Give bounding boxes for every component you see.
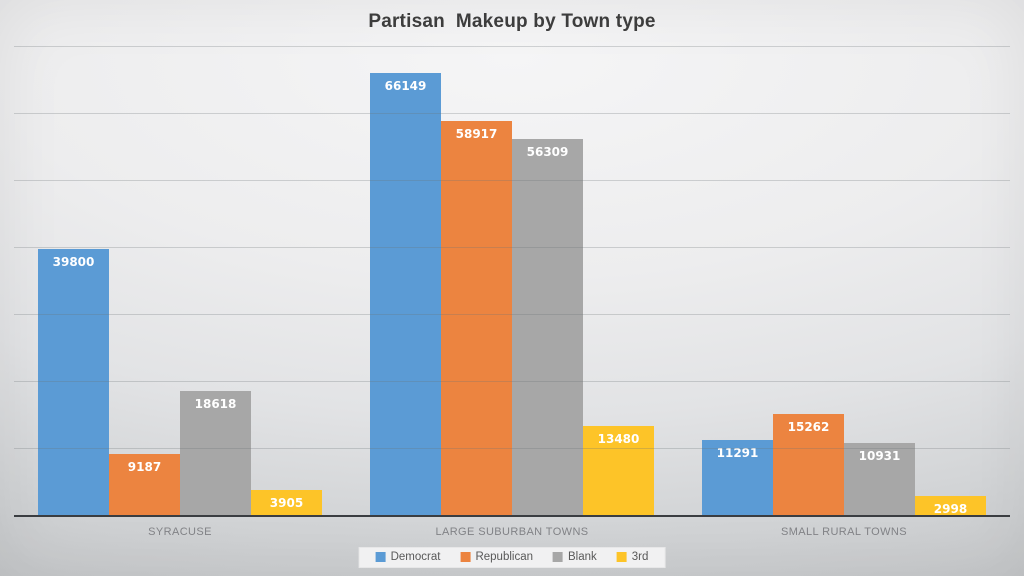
bar-value-label: 58917 bbox=[455, 127, 498, 142]
legend-swatch-icon bbox=[553, 552, 563, 562]
bar-group-1: 39800 9187 18618 3905 bbox=[14, 47, 346, 516]
legend-swatch-icon bbox=[460, 552, 471, 562]
bar-value-label: 13480 bbox=[597, 431, 640, 446]
bar-democrat-3: 11291 bbox=[702, 440, 773, 516]
bar-value-label: 3905 bbox=[269, 495, 304, 510]
bar-democrat-2: 66149 bbox=[370, 72, 441, 516]
bar-democrat-1: 39800 bbox=[38, 249, 109, 516]
bar-3rd-1: 3905 bbox=[251, 489, 322, 516]
legend-label: Blank bbox=[568, 551, 597, 563]
legend-item-3rd: 3rd bbox=[616, 551, 649, 563]
legend-item-blank: Blank bbox=[553, 551, 597, 563]
bar-republican-3: 15262 bbox=[773, 413, 844, 516]
category-label-2: LARGE SUBURBAN TOWNS bbox=[435, 526, 589, 538]
bar-value-label: 9187 bbox=[127, 460, 162, 475]
bar-value-label: 15262 bbox=[787, 419, 830, 434]
bar-value-label: 18618 bbox=[194, 397, 237, 412]
legend: Democrat Republican Blank 3rd bbox=[358, 547, 666, 568]
bar-group-3: 11291 15262 10931 2998 bbox=[678, 47, 1010, 516]
bar-blank-1: 18618 bbox=[180, 391, 251, 516]
bar-republican-2: 58917 bbox=[441, 121, 512, 516]
bar-blank-3: 10931 bbox=[844, 442, 915, 516]
legend-label: 3rd bbox=[631, 551, 649, 563]
legend-swatch-icon bbox=[375, 552, 386, 562]
bar-value-label: 11291 bbox=[716, 446, 759, 461]
bar-group-2: 66149 58917 56309 13480 bbox=[346, 47, 678, 516]
x-axis-line bbox=[14, 515, 1010, 517]
bar-3rd-3: 2998 bbox=[915, 495, 986, 516]
bar-value-label: 2998 bbox=[933, 501, 968, 516]
bar-3rd-2: 13480 bbox=[583, 425, 654, 516]
plot-area: 39800 9187 18618 3905 66149 58917 56309 13480 11… bbox=[14, 46, 1010, 517]
bar-value-label: 66149 bbox=[384, 78, 427, 93]
legend-label: Republican bbox=[475, 551, 533, 563]
category-label-3: SMALL RURAL TOWNS bbox=[781, 526, 907, 538]
bar-value-label: 56309 bbox=[526, 144, 569, 159]
bar-blank-2: 56309 bbox=[512, 138, 583, 516]
legend-swatch-icon bbox=[616, 552, 627, 562]
x-axis-labels: SYRACUSE LARGE SUBURBAN TOWNS SMALL RURAL … bbox=[14, 526, 1010, 538]
bar-republican-1: 9187 bbox=[109, 454, 180, 516]
chart-title: Partisan Makeup by Town type bbox=[368, 11, 656, 32]
legend-item-democrat: Democrat bbox=[375, 551, 441, 563]
bar-value-label: 10931 bbox=[858, 448, 901, 463]
legend-label: Democrat bbox=[390, 551, 441, 563]
category-label-1: SYRACUSE bbox=[148, 526, 212, 538]
bar-value-label: 39800 bbox=[52, 255, 95, 270]
legend-item-republican: Republican bbox=[460, 551, 533, 563]
